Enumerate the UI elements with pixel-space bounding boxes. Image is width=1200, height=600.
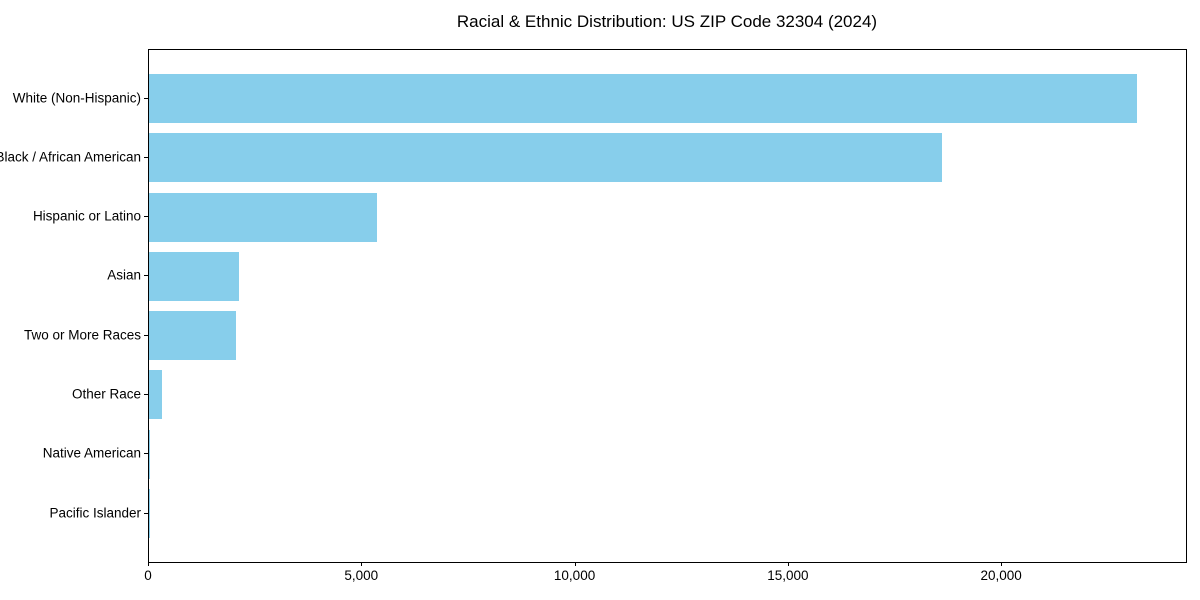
x-axis-label: 0 <box>144 568 152 583</box>
x-axis-tick <box>1001 562 1003 566</box>
y-axis-label: Asian <box>107 267 141 283</box>
bar-asian <box>149 251 239 301</box>
x-axis-tick <box>361 562 363 566</box>
plot-area <box>148 49 1187 563</box>
bar-two-or-more-races <box>149 311 236 361</box>
y-axis-label: White (Non-Hispanic) <box>12 90 141 105</box>
bar-white-non-hispanic <box>149 74 1137 123</box>
y-axis-tick <box>144 97 148 99</box>
y-axis-tick <box>144 512 148 514</box>
x-axis-tick <box>148 562 149 566</box>
x-axis-label: 10,000 <box>553 568 596 583</box>
y-axis-label: Black / African American <box>0 149 141 165</box>
x-axis-tick <box>574 562 576 566</box>
x-axis-label: 20,000 <box>980 568 1022 583</box>
y-axis-label: Pacific Islander <box>49 505 141 520</box>
x-axis-tick <box>787 562 789 566</box>
bar-native-american <box>149 429 150 479</box>
y-axis-tick <box>144 216 148 218</box>
y-axis-label: Native American <box>42 445 141 461</box>
bar-other-race <box>149 370 162 420</box>
y-axis-label: Two or More Races <box>23 327 141 343</box>
y-axis-tick <box>144 453 148 455</box>
y-axis-label: Other Race <box>71 386 141 402</box>
x-axis-label: 5,000 <box>344 568 379 583</box>
x-axis-label: 15,000 <box>767 568 809 583</box>
bar-hispanic-or-latino <box>149 192 377 242</box>
y-axis-tick <box>144 393 148 395</box>
y-axis-tick <box>144 275 148 277</box>
y-axis-tick <box>144 156 148 158</box>
y-axis-label: Hispanic or Latino <box>32 208 141 224</box>
y-axis-tick <box>144 334 148 336</box>
chart-title: Racial & Ethnic Distribution: US ZIP Cod… <box>456 12 878 31</box>
bar-black-african-american <box>149 133 943 183</box>
